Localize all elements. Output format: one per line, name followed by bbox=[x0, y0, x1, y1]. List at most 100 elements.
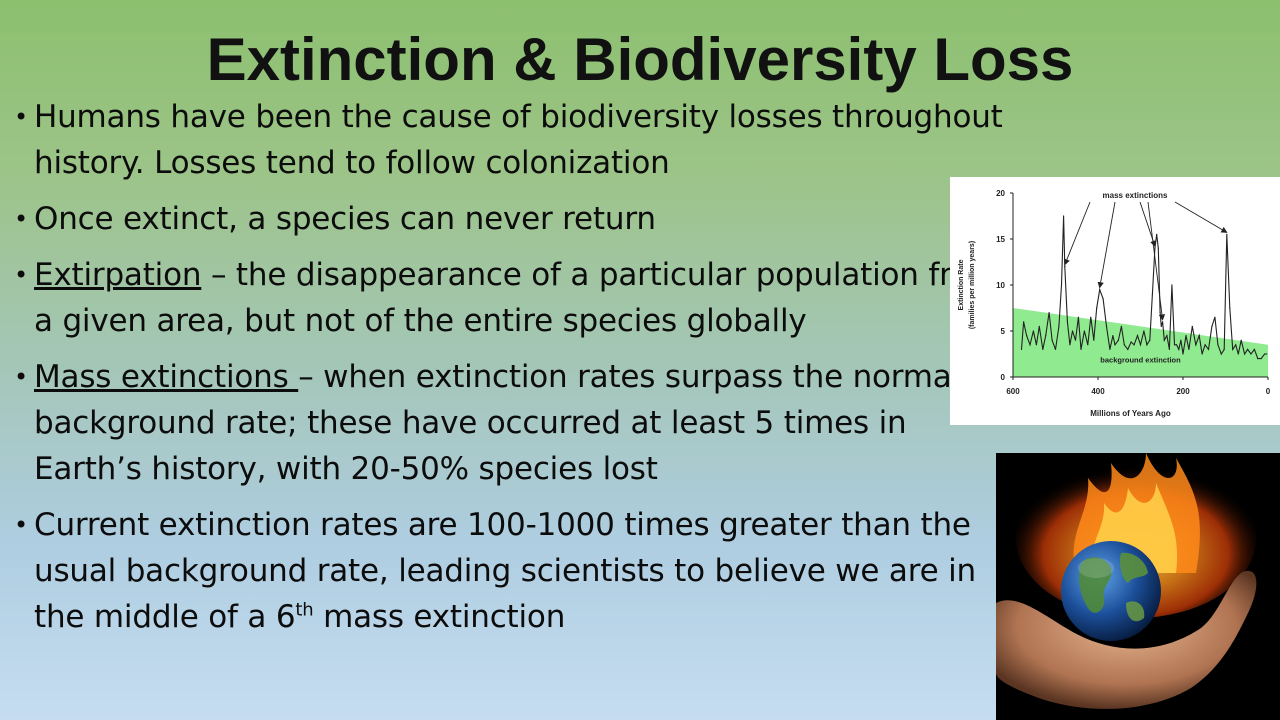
bullet-item: • Mass extinctions – when extinction rat… bbox=[14, 354, 1004, 492]
x-axis-title: Millions of Years Ago bbox=[1090, 409, 1171, 418]
data-point bbox=[1185, 335, 1187, 337]
bullet-list: • Humans have been the cause of biodiver… bbox=[14, 94, 1004, 650]
bullet-dot-icon: • bbox=[14, 205, 28, 233]
data-point bbox=[1045, 335, 1047, 337]
data-point bbox=[1123, 344, 1125, 346]
data-point bbox=[1105, 325, 1108, 327]
data-point bbox=[1074, 339, 1077, 341]
chart-svg: 0 5 10 15 20 600 400 200 0 Millions of Years Ago E… bbox=[958, 189, 1271, 418]
data-point bbox=[1083, 330, 1085, 332]
data-point bbox=[1237, 353, 1239, 355]
data-point bbox=[1240, 339, 1242, 341]
data-point bbox=[1157, 247, 1159, 249]
data-point bbox=[1133, 344, 1135, 346]
y-axis-subtitle: (families per million years) bbox=[969, 241, 976, 329]
bullet-text: Current extinction rates are 100-1000 ti… bbox=[34, 507, 976, 635]
data-point bbox=[1156, 233, 1158, 235]
x-tick-label: 0 bbox=[1266, 387, 1271, 396]
data-point bbox=[1064, 266, 1066, 268]
data-point bbox=[1026, 335, 1028, 337]
extinction-rate-chart: 0 5 10 15 20 600 400 200 0 Millions of Years Ago E… bbox=[950, 177, 1280, 425]
data-point bbox=[1060, 284, 1063, 286]
data-point bbox=[1149, 339, 1151, 341]
data-point bbox=[1136, 335, 1139, 337]
data-point bbox=[1143, 330, 1145, 332]
bullet-dot-icon: • bbox=[14, 103, 28, 131]
data-point bbox=[1020, 348, 1023, 350]
bullet-text-tail: mass extinction bbox=[313, 599, 566, 635]
data-point bbox=[1257, 358, 1259, 360]
data-point bbox=[1080, 348, 1082, 350]
y-axis-title: Extinction Rate bbox=[958, 259, 965, 310]
data-point bbox=[1229, 307, 1231, 309]
data-point bbox=[1071, 330, 1074, 332]
data-point bbox=[1247, 348, 1249, 350]
data-point bbox=[1253, 348, 1255, 350]
y-tick-label: 0 bbox=[1001, 373, 1006, 382]
data-point bbox=[1151, 293, 1153, 295]
bullet-text: – when extinction rates surpass the norm… bbox=[34, 359, 961, 487]
data-point bbox=[1109, 348, 1111, 350]
data-point bbox=[1154, 247, 1156, 249]
data-point bbox=[1173, 344, 1176, 346]
data-point bbox=[1250, 353, 1252, 355]
data-point bbox=[1180, 339, 1182, 341]
bullet-item: • Current extinction rates are 100-1000 … bbox=[14, 502, 1004, 640]
data-point bbox=[1162, 321, 1164, 323]
data-point bbox=[1093, 339, 1095, 341]
mass-extinctions-label: mass extinctions bbox=[1103, 191, 1168, 200]
data-point bbox=[1178, 348, 1180, 350]
data-point bbox=[1035, 344, 1037, 346]
data-point bbox=[1102, 298, 1104, 300]
data-point bbox=[1159, 312, 1161, 314]
data-point bbox=[1042, 348, 1044, 350]
y-tick-label: 5 bbox=[1001, 327, 1006, 336]
data-point bbox=[1191, 325, 1193, 327]
data-point bbox=[1195, 344, 1197, 346]
data-point bbox=[1232, 348, 1234, 350]
term-extirpation: Extirpation bbox=[34, 257, 202, 293]
data-point bbox=[1214, 316, 1216, 318]
data-point bbox=[1163, 339, 1165, 341]
data-point bbox=[1117, 339, 1119, 341]
data-point bbox=[1235, 344, 1237, 346]
data-point bbox=[1099, 289, 1101, 291]
y-tick-label: 20 bbox=[996, 189, 1005, 198]
data-point bbox=[1120, 325, 1122, 327]
term-mass-extinctions: Mass extinctions bbox=[34, 359, 299, 395]
data-point bbox=[1032, 330, 1034, 332]
data-point bbox=[1223, 348, 1225, 350]
data-point bbox=[1198, 335, 1200, 337]
bullet-item: • Once extinct, a species can never retu… bbox=[14, 196, 1004, 242]
data-point bbox=[1168, 348, 1170, 350]
mass-extinction-arrow bbox=[1097, 201, 1116, 289]
data-point bbox=[1066, 321, 1068, 323]
data-point bbox=[1063, 215, 1065, 217]
bullet-text: – the disappearance of a particular popu… bbox=[34, 257, 1000, 339]
burning-earth-photo bbox=[996, 453, 1280, 720]
slide-title: Extinction & Biodiversity Loss bbox=[206, 26, 1074, 93]
data-point bbox=[1217, 344, 1219, 346]
data-point bbox=[1130, 341, 1132, 343]
data-point bbox=[1260, 358, 1262, 360]
data-point bbox=[1054, 348, 1057, 350]
data-point bbox=[1048, 312, 1050, 314]
data-point bbox=[1176, 344, 1178, 346]
hand bbox=[996, 570, 1257, 709]
data-point bbox=[1204, 344, 1206, 346]
bullet-dot-icon: • bbox=[14, 261, 28, 289]
x-tick-label: 600 bbox=[1006, 387, 1020, 396]
data-point bbox=[1211, 325, 1213, 327]
data-point bbox=[1171, 284, 1173, 286]
data-point bbox=[1244, 353, 1246, 355]
data-point bbox=[1087, 344, 1089, 346]
data-point bbox=[1096, 307, 1098, 309]
data-point bbox=[1220, 353, 1222, 355]
bullet-item: • Humans have been the cause of biodiver… bbox=[14, 94, 1004, 186]
data-point bbox=[1029, 344, 1031, 346]
data-point bbox=[1114, 344, 1116, 346]
bullet-dot-icon: • bbox=[14, 511, 28, 539]
data-point bbox=[1077, 316, 1079, 318]
data-point bbox=[1127, 348, 1129, 350]
y-tick-label: 10 bbox=[996, 281, 1005, 290]
